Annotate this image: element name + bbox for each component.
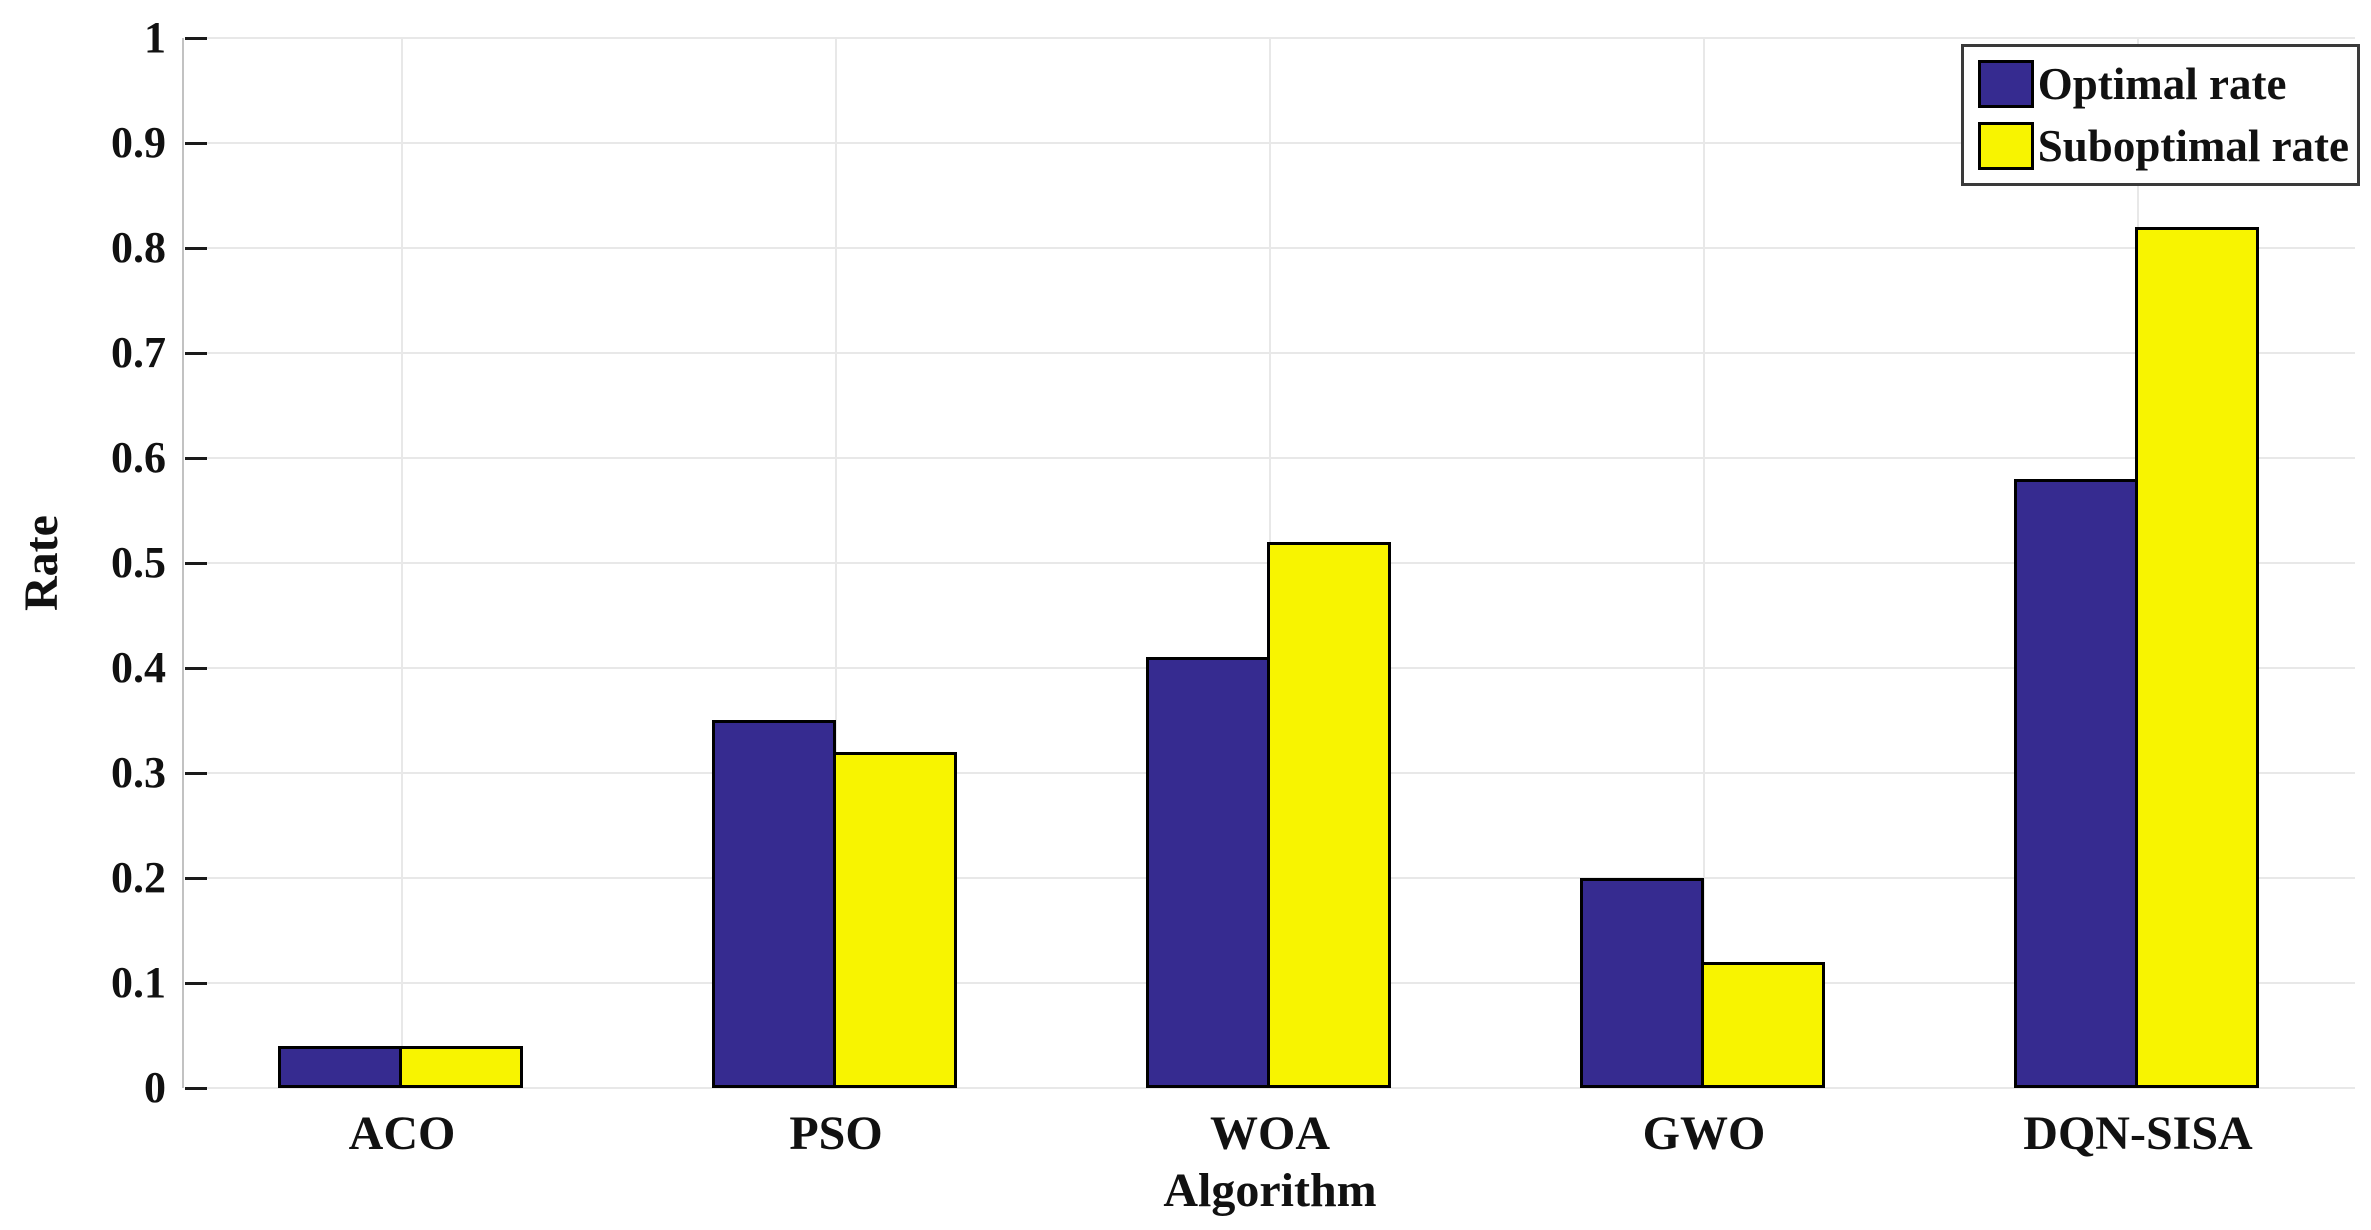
x-tick-label-gwo: GWO (1642, 1107, 1766, 1160)
x-tick-label-aco: ACO (348, 1107, 456, 1160)
y-tick-label: 0.1 (111, 958, 166, 1007)
x-axis-title: Algorithm (1163, 1164, 1377, 1217)
legend-swatch-optimal-rate (1977, 60, 2034, 108)
y-tick-mark (185, 771, 207, 775)
y-tick-mark (185, 456, 207, 460)
legend: Optimal rate Suboptimal rate (1960, 44, 2360, 186)
h-gridline (185, 1087, 2355, 1089)
x-tick-label-pso: PSO (789, 1107, 883, 1160)
y-tick-label: 0.8 (111, 223, 166, 272)
y-tick-mark (185, 981, 207, 985)
bar-dqn-sisa-optimal-rate (2014, 479, 2138, 1088)
v-gridline (1703, 38, 1705, 1088)
v-gridline (835, 38, 837, 1088)
y-tick-label: 0.5 (111, 538, 166, 587)
y-tick-label: 0.6 (111, 433, 166, 482)
y-tick-mark (185, 141, 207, 145)
y-tick-mark (185, 1086, 207, 1090)
bar-gwo-suboptimal-rate (1701, 962, 1825, 1088)
x-tick-labels: ACO PSO WOA GWO DQN-SISA (185, 1106, 2355, 1162)
y-axis-line (182, 38, 184, 1088)
y-tick-label: 0.9 (111, 118, 166, 167)
y-tick-mark (185, 876, 207, 880)
y-tick-label: 1 (144, 13, 166, 62)
v-gridline (401, 38, 403, 1088)
y-tick-label: 0.3 (111, 748, 166, 797)
legend-swatch-suboptimal-rate (1977, 122, 2034, 170)
bar-woa-optimal-rate (1146, 657, 1270, 1088)
y-tick-label: 0.7 (111, 328, 166, 377)
bar-woa-suboptimal-rate (1267, 542, 1391, 1088)
y-tick-mark (185, 561, 207, 565)
y-tick-labels: 0 0.1 0.2 0.3 0.4 0.5 0.6 0.7 0.8 0.9 1 (0, 13, 166, 1112)
y-tick-mark (185, 351, 207, 355)
y-tick-mark (185, 246, 207, 250)
legend-item-suboptimal-rate: Suboptimal rate (1972, 121, 2349, 171)
bar-dqn-sisa-suboptimal-rate (2135, 227, 2259, 1088)
y-tick-label: 0.2 (111, 853, 166, 902)
bar-pso-suboptimal-rate (833, 752, 957, 1088)
bar-aco-suboptimal-rate (399, 1046, 523, 1088)
y-tick-label: 0.4 (111, 643, 166, 692)
y-tick-mark (185, 36, 207, 40)
bar-aco-optimal-rate (278, 1046, 402, 1088)
bar-pso-optimal-rate (712, 720, 836, 1088)
x-tick-label-dqn-sisa: DQN-SISA (2023, 1107, 2253, 1160)
legend-label-suboptimal-rate: Suboptimal rate (2037, 121, 2349, 171)
legend-item-optimal-rate: Optimal rate (1972, 59, 2349, 109)
plot-area (185, 36, 2355, 1090)
x-tick-label-woa: WOA (1210, 1107, 1330, 1160)
legend-label-optimal-rate: Optimal rate (2037, 59, 2287, 109)
bar-gwo-optimal-rate (1580, 878, 1704, 1088)
y-tick-label: 0 (144, 1063, 166, 1112)
y-tick-mark (185, 666, 207, 670)
